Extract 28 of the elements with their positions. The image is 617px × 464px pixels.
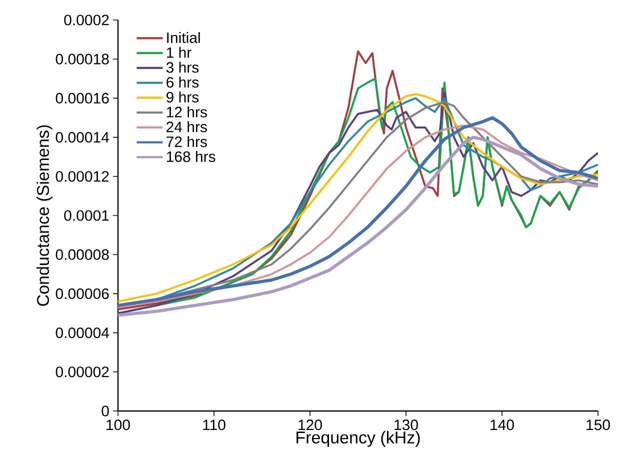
y-tick-label: 0.0001	[64, 210, 109, 221]
legend-label: 3 hrs	[166, 62, 199, 73]
x-tick-label: 100	[106, 420, 130, 430]
y-tick-label: 0.00002	[56, 366, 109, 378]
legend-label: 24 hrs	[166, 121, 207, 132]
legend-label: 72 hrs	[166, 136, 207, 148]
y-tick-label: 0.00004	[56, 327, 110, 338]
legend-label: 168 hrs	[166, 150, 216, 162]
legend-label: Initial	[167, 32, 200, 44]
x-axis-title: Frequency (kHz)	[296, 431, 420, 447]
x-tick-label: 150	[586, 420, 610, 430]
y-tick-label: 0.0002	[64, 14, 109, 26]
y-tick-label: 0.00014	[56, 132, 110, 143]
legend-label: 12 hrs	[166, 106, 207, 118]
x-tick-label: 120	[298, 420, 322, 430]
y-tick-label: 0.00012	[56, 171, 109, 182]
y-tick-label: 0.00008	[56, 249, 109, 260]
legend-label: 6 hrs	[166, 76, 199, 88]
y-tick-label: 0	[102, 406, 109, 416]
y-tick-label: 0.00006	[56, 288, 109, 300]
x-tick-label: 110	[203, 420, 226, 430]
legend-label: 1 hr	[166, 46, 192, 58]
y-tick-label: 0.00018	[56, 54, 109, 64]
x-tick-label: 130	[394, 420, 418, 430]
y-axis-title: Conductance (Siemens)	[36, 125, 52, 306]
y-tick-label: 0.00016	[56, 92, 109, 104]
legend-label: 9 hrs	[166, 92, 199, 103]
x-tick-label: 140	[490, 420, 514, 430]
